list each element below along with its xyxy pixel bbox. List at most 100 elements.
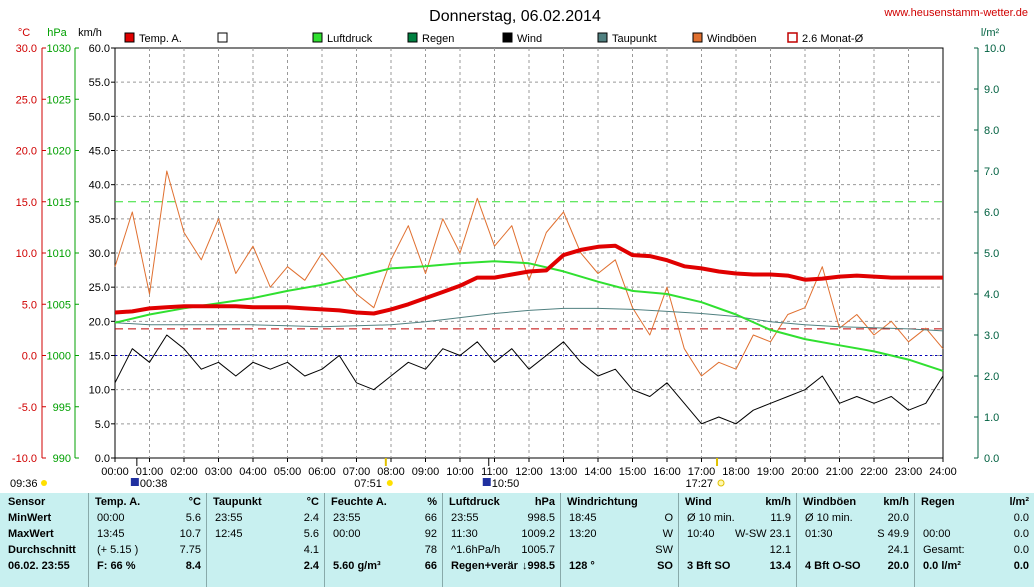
pressure-tick: 1005 [47, 299, 71, 311]
stat-value: 66 [424, 560, 437, 572]
stat-value: 0.0 [1013, 528, 1029, 540]
rain-tick: 0.0 [984, 453, 999, 465]
stat-value: W [662, 528, 673, 540]
stat-label: 0.0 l/m² [923, 560, 961, 572]
stat-label: 4 Bft O-SO [805, 560, 861, 572]
sunrise-label: 07:51 [354, 478, 382, 490]
stat-label: 13:20 [569, 528, 597, 540]
wind-tick: 50.0 [89, 111, 110, 123]
stat-label: Regen+verär [451, 560, 518, 572]
stat-label: 00:00 [97, 512, 125, 524]
stat-row: 0.0 [915, 511, 1034, 526]
x-tick-label: 24:00 [929, 466, 957, 478]
stat-value: 11.9 [770, 512, 791, 524]
unit-rain: l/m² [981, 27, 1000, 39]
website-label: www.heusenstamm-wetter.de [883, 7, 1028, 19]
stat-header: Taupunkt [213, 496, 262, 508]
stat-row: 12.1 [679, 543, 797, 558]
stat-column: Feuchte A.% 23:55 66 00:00 92 78 5.60 g/m³ 66 [324, 493, 443, 587]
wind-tick: 55.0 [89, 77, 110, 89]
x-tick-label: 15:00 [619, 466, 647, 478]
stat-value: SO [657, 560, 673, 572]
x-tick-label: 07:00 [343, 466, 371, 478]
pressure-tick: 1000 [47, 351, 71, 363]
stat-row: 23:55 2.4 [207, 511, 325, 526]
stat-value: 998.5 [527, 512, 555, 524]
stat-row: F: 66 % 8.4 [89, 559, 207, 574]
stat-header: Temp. A. [95, 496, 141, 508]
stat-value: 92 [424, 528, 437, 540]
x-tick-label: 10:00 [446, 466, 474, 478]
legend-swatch [217, 32, 228, 43]
wind-tick: 45.0 [89, 146, 110, 158]
x-tick-label: 11:00 [481, 466, 508, 478]
stat-header-row: Taupunkt °C [207, 495, 325, 510]
x-tick-label: 18:00 [722, 466, 750, 478]
stat-header: Luftdruck [449, 496, 500, 508]
x-tick-label: 02:00 [170, 466, 198, 478]
stat-label: (+ 5.15 ) [97, 544, 139, 556]
legend-label: Wind [517, 33, 542, 45]
temp-tick: 0.0 [22, 351, 37, 363]
series-group [114, 170, 944, 425]
stat-row: 01:30 S 49.9 [797, 527, 915, 542]
sunrise-icon [386, 480, 393, 486]
stat-unit: km/h [765, 496, 791, 508]
moon-icon [130, 478, 139, 486]
temp-tick: 20.0 [16, 146, 37, 158]
stat-column: Windrichtung 18:45 O 13:20 W SW 128 ° SO [560, 493, 679, 587]
grid [114, 47, 944, 459]
stat-row: 23:55 66 [325, 511, 443, 526]
stat-column: Wind km/h Ø 10 min. 11.9 10:40 W-SW 23.1 12.1 3… [678, 493, 797, 587]
stat-label: 3 Bft SO [687, 560, 731, 572]
legend-swatch [312, 32, 323, 43]
stat-value: 20.0 [887, 512, 909, 524]
series-windb-en [114, 170, 944, 377]
stat-column: Regen l/m² 0.0 00:00 0.0 Gesamt: 0.0 0.0 l/m² 0.… [914, 493, 1034, 587]
x-tick-label: 05:00 [274, 466, 302, 478]
stat-unit: hPa [534, 496, 555, 508]
stat-value: 0.0 [1013, 512, 1029, 524]
stat-label: 11:30 [451, 528, 478, 540]
stat-value: ↓998.5 [521, 560, 555, 572]
stat-header: Wind [685, 496, 712, 508]
stat-value: 20.0 [887, 560, 909, 572]
pressure-tick: 1010 [47, 248, 71, 260]
legend-swatch [787, 32, 798, 43]
stat-value: 1009.2 [521, 528, 555, 540]
unit-pressure: hPa [47, 27, 67, 39]
wind-tick: 10.0 [89, 385, 110, 397]
stat-value: W-SW 23.1 [734, 528, 791, 540]
stat-header-row: Windrichtung [561, 495, 679, 510]
stat-label: Gesamt: [923, 544, 965, 556]
stat-value: 10.7 [179, 528, 201, 540]
x-tick-label: 13:00 [550, 466, 578, 478]
stat-value: SW [655, 544, 673, 556]
stat-column: Temp. A. °C 00:00 5.6 13:45 10.7 (+ 5.15 ) 7.75… [88, 493, 207, 587]
x-tick-label: 04:00 [239, 466, 267, 478]
temp-tick: 10.0 [16, 248, 37, 260]
x-tick-label: 06:00 [308, 466, 336, 478]
x-tick-label: 09:00 [412, 466, 440, 478]
wind-tick: 25.0 [89, 282, 110, 294]
legend-swatch [692, 32, 703, 43]
wind-tick: 15.0 [89, 351, 110, 363]
stat-value: 4.1 [303, 544, 319, 556]
temp-tick: 5.0 [22, 299, 37, 311]
moon-time-label: 10:50 [492, 478, 520, 490]
pressure-tick: 995 [53, 402, 71, 414]
x-tick-label: 08:00 [377, 466, 405, 478]
stats-panel: Sensor MinWert MaxWert Durchschnitt 06.02. 2… [0, 493, 1034, 587]
stat-row: Ø 10 min. 20.0 [797, 511, 915, 526]
wind-tick: 5.0 [95, 419, 110, 431]
stat-header-row: Luftdruck hPa [443, 495, 561, 510]
moonset-label: 09:36 [10, 478, 38, 490]
series-temp-a- [114, 243, 943, 316]
legend: Temp. A. Luftdruck Regen Wind Taupunkt Windbö… [124, 32, 864, 45]
row-label: MaxWert [8, 528, 54, 540]
rain-tick: 9.0 [984, 84, 999, 96]
stat-column: Sensor MinWert MaxWert Durchschnitt 06.02. 2… [0, 493, 88, 587]
wind-tick: 30.0 [89, 248, 110, 260]
stat-value: 5.6 [303, 528, 319, 540]
temp-tick: 30.0 [16, 43, 37, 55]
